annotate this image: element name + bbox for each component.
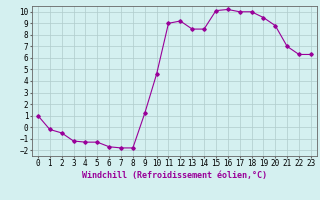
X-axis label: Windchill (Refroidissement éolien,°C): Windchill (Refroidissement éolien,°C) bbox=[82, 171, 267, 180]
